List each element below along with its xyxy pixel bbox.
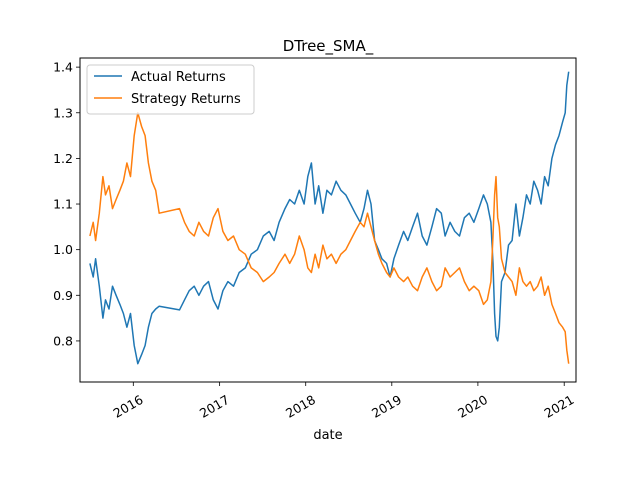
legend-label-actual-returns: Actual Returns <box>131 70 226 85</box>
series-line-strategy-returns <box>89 112 570 364</box>
y-tick-label: 0.9 <box>53 288 73 303</box>
y-tick-label: 1.1 <box>53 197 73 212</box>
legend-box <box>86 64 255 115</box>
plot-frame <box>79 57 577 383</box>
chart-title: DTree_SMA_ <box>283 37 374 56</box>
y-axis: 0.8 0.9 1.0 1.1 1.2 1.3 1.4 <box>53 60 80 348</box>
y-tick-label: 1.4 <box>53 60 73 75</box>
y-tick-label: 1.3 <box>53 105 73 120</box>
y-tick-label: 1.0 <box>53 242 73 257</box>
y-tick-label: 0.8 <box>53 333 73 348</box>
legend: Actual Returns Strategy Returns <box>86 64 255 115</box>
legend-label-strategy-returns: Strategy Returns <box>131 92 241 107</box>
y-tick-label: 1.2 <box>53 151 73 166</box>
x-axis-label: date <box>313 428 342 443</box>
series-layer <box>89 71 570 365</box>
